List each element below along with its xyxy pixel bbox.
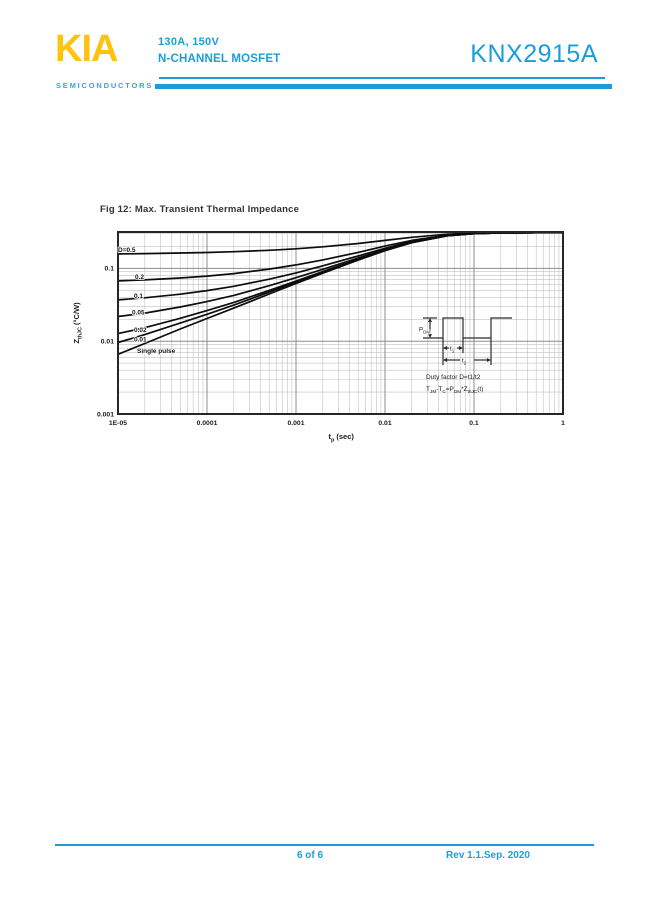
x-tick-label: 1 xyxy=(561,420,565,427)
x-tick-label: 0.01 xyxy=(378,420,391,427)
device-type: N-CHANNEL MOSFET xyxy=(158,53,281,65)
device-rating: 130A, 150V xyxy=(158,36,220,48)
curve-label: D=0.5 xyxy=(118,247,136,254)
figure-title: Fig 12: Max. Transient Thermal Impedance xyxy=(100,204,300,215)
x-tick-label: 0.001 xyxy=(287,420,304,427)
arrow-down-icon xyxy=(428,334,432,338)
curve-label: 0.1 xyxy=(134,293,143,300)
curve-label: 0.02 xyxy=(134,327,147,334)
duty-factor-note: Duty factor D=t1/t2 xyxy=(426,374,481,381)
arrow-left-icon xyxy=(443,346,447,350)
arrow-right-icon xyxy=(487,358,491,362)
y-axis-title: ZthJC (°C/W) xyxy=(72,302,83,344)
x-tick-label: 0.1 xyxy=(469,420,479,427)
arrow-right-icon xyxy=(459,346,463,350)
footer-revision: Rev 1.1.Sep. 2020 xyxy=(446,850,530,861)
curve-label: 0.01 xyxy=(134,337,147,344)
inset-labels: PDM t1 t2 Duty factor D=t1/t2 TJM-TC=PDM*Zth… xyxy=(418,326,483,394)
kia-logo: KIA xyxy=(55,28,118,70)
curve-label: Single pulse xyxy=(137,348,176,355)
y-tick-label: 0.1 xyxy=(105,266,115,273)
tick-labels: 1E-05 0.0001 0.001 0.01 0.1 1 0.1 0.01 0.001 xyxy=(97,266,565,427)
curve-line xyxy=(117,231,564,255)
formula-note: TJM-TC=PDM*ZthJC(t) xyxy=(426,386,483,394)
footer-rule xyxy=(55,844,594,846)
x-axis-title: tp (sec) xyxy=(329,432,355,443)
waveform-path xyxy=(423,317,512,339)
plot-grid-minor xyxy=(118,232,563,414)
curve-label: 0.05 xyxy=(132,310,145,317)
t1-label: t1 xyxy=(450,346,455,354)
curves-group xyxy=(117,231,564,356)
y-tick-label: 0.001 xyxy=(97,411,114,418)
t2-label: t2 xyxy=(462,358,467,366)
curve-line xyxy=(117,231,564,344)
plot-frame xyxy=(117,231,564,415)
kia-logo-subtext: SEMICONDUCTORS xyxy=(56,81,154,90)
curve-labels: D=0.5 0.2 0.1 0.05 0.02 0.01 Single pulse xyxy=(117,246,176,356)
curve-label: 0.2 xyxy=(135,274,144,281)
arrow-left-icon xyxy=(443,358,447,362)
x-tick-label: 1E-05 xyxy=(109,420,127,427)
pdm-label: PDM xyxy=(419,327,430,335)
plot-grid-major xyxy=(117,232,564,415)
y-tick-label: 0.01 xyxy=(101,338,114,345)
x-tick-label: 0.0001 xyxy=(197,420,218,427)
header-rule-thick xyxy=(155,84,612,89)
part-number: KNX2915A xyxy=(470,40,598,68)
curve-line xyxy=(117,231,564,356)
footer-page-number: 6 of 6 xyxy=(296,850,324,861)
header-rule-thin xyxy=(159,77,605,79)
inset-waveform xyxy=(423,317,512,365)
curve-line xyxy=(117,231,564,282)
arrow-up-icon xyxy=(428,318,432,322)
